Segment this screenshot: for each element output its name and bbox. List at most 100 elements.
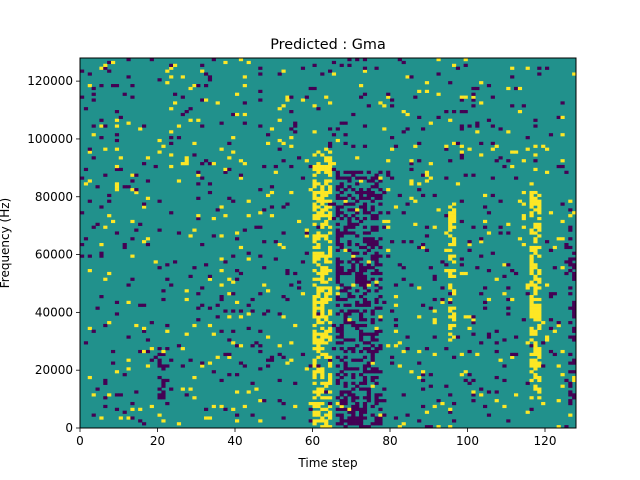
heatmap-cell — [366, 231, 371, 235]
heatmap-cell — [138, 419, 143, 423]
heatmap-cell — [359, 190, 364, 195]
heatmap-cell — [157, 266, 162, 270]
heatmap-cell — [537, 364, 542, 368]
heatmap-cell — [312, 185, 317, 189]
heatmap-cell — [320, 167, 325, 172]
heatmap-cell — [320, 199, 325, 203]
heatmap-cell — [297, 286, 302, 290]
heatmap-cell — [312, 381, 317, 385]
heatmap-cell — [293, 381, 298, 385]
heatmap-cell — [308, 407, 313, 411]
heatmap-cell — [560, 237, 565, 241]
heatmap-cell — [362, 274, 368, 278]
heatmap-cell — [316, 199, 321, 203]
heatmap-cell — [436, 399, 441, 403]
heatmap-cell — [370, 344, 375, 348]
heatmap-cell — [370, 193, 375, 198]
heatmap-cell — [324, 254, 329, 258]
heatmap-cell — [266, 309, 271, 313]
heatmap-cell — [242, 84, 247, 88]
heatmap-cell — [204, 159, 209, 163]
heatmap-cell — [289, 190, 294, 195]
heatmap-cell — [568, 199, 573, 203]
heatmap-cell — [471, 173, 476, 177]
heatmap-cell — [533, 263, 538, 267]
heatmap-cell — [370, 338, 375, 342]
heatmap-cell — [529, 196, 534, 200]
heatmap-cell — [285, 297, 290, 302]
heatmap-cell — [324, 407, 329, 411]
heatmap-cell — [324, 381, 329, 385]
heatmap-cell — [401, 130, 406, 134]
heatmap-cell — [374, 260, 379, 264]
heatmap-cell — [351, 144, 356, 148]
heatmap-cell — [552, 266, 557, 270]
heatmap-cell — [355, 416, 360, 420]
heatmap-cell — [355, 280, 360, 284]
heatmap-cell — [300, 66, 306, 70]
heatmap-cell — [87, 147, 92, 151]
heatmap-cell — [370, 321, 375, 325]
heatmap-cell — [328, 179, 333, 183]
heatmap-cell — [409, 283, 414, 287]
heatmap-cell — [359, 193, 364, 198]
heatmap-cell — [289, 136, 294, 140]
heatmap-cell — [339, 416, 344, 420]
heatmap-cell — [343, 407, 348, 411]
heatmap-cell — [560, 219, 565, 224]
heatmap-cell — [378, 393, 383, 397]
heatmap-cell — [355, 289, 360, 293]
heatmap-cell — [568, 381, 573, 385]
heatmap-cell — [471, 225, 476, 229]
heatmap-cell — [192, 228, 197, 232]
heatmap-cell — [370, 422, 375, 426]
heatmap-cell — [320, 269, 325, 273]
heatmap-cell — [320, 72, 325, 76]
heatmap-cell — [145, 243, 151, 247]
heatmap-cell — [525, 147, 530, 151]
heatmap-cell — [227, 141, 232, 146]
heatmap-cell — [320, 254, 325, 258]
heatmap-cell — [343, 367, 348, 371]
heatmap-cell — [533, 274, 538, 278]
heatmap-cell — [459, 150, 464, 154]
heatmap-cell — [498, 358, 503, 362]
heatmap-cell — [362, 283, 368, 287]
heatmap-cell — [184, 110, 189, 114]
heatmap-cell — [545, 170, 550, 174]
x-tick-label: 40 — [227, 434, 242, 448]
heatmap-cell — [471, 378, 476, 383]
heatmap-cell — [99, 243, 104, 247]
heatmap-cell — [370, 370, 375, 374]
heatmap-cell — [362, 303, 368, 307]
heatmap-cell — [533, 286, 538, 290]
heatmap-cell — [339, 335, 344, 339]
heatmap-cell — [529, 190, 534, 195]
heatmap-cell — [359, 323, 364, 328]
heatmap-cell — [537, 245, 542, 250]
heatmap-cell — [335, 286, 340, 290]
heatmap-cell — [328, 245, 333, 250]
heatmap-cell — [355, 367, 360, 371]
heatmap-cell — [180, 347, 185, 351]
heatmap-cell — [545, 335, 550, 339]
heatmap-cell — [347, 309, 352, 313]
heatmap-cell — [572, 263, 577, 267]
heatmap-cell — [370, 335, 375, 339]
heatmap-cell — [114, 164, 120, 169]
heatmap-cell — [479, 387, 484, 391]
heatmap-cell — [529, 193, 534, 198]
heatmap-cell — [335, 271, 340, 276]
heatmap-cell — [165, 69, 170, 73]
heatmap-cell — [335, 263, 340, 267]
heatmap-cell — [161, 297, 166, 302]
heatmap-cell — [165, 401, 170, 406]
heatmap-cell — [339, 404, 344, 409]
heatmap-cell — [95, 387, 100, 391]
heatmap-cell — [83, 167, 89, 172]
heatmap-cell — [297, 156, 302, 160]
heatmap-cell — [533, 167, 538, 172]
heatmap-cell — [374, 375, 379, 380]
heatmap-cell — [355, 257, 360, 261]
